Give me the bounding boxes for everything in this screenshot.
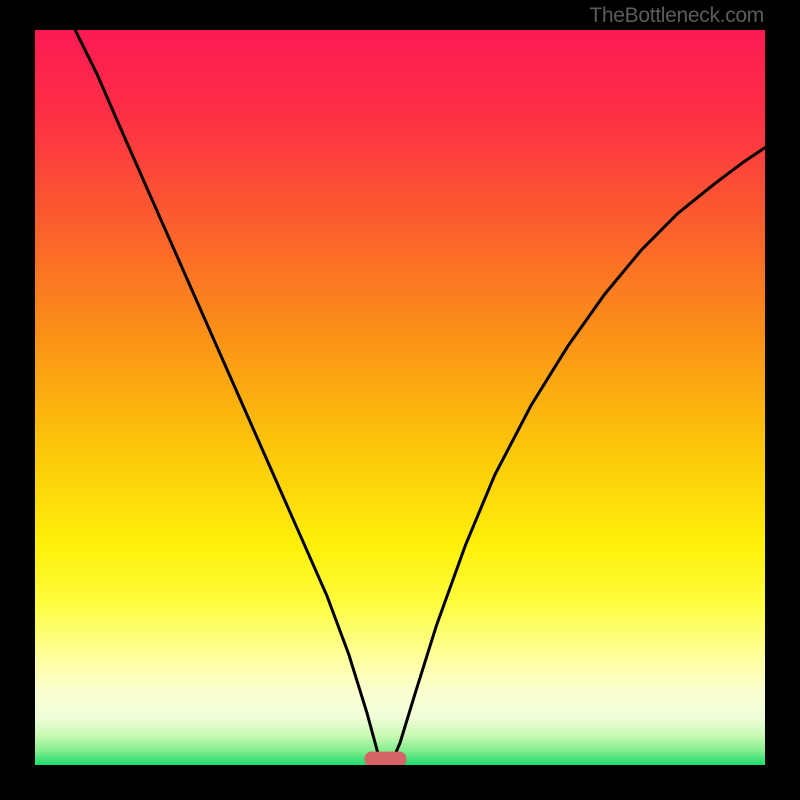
gradient-bg [35,30,765,765]
chart-svg [35,30,765,765]
plot-area [35,30,765,765]
watermark-text: TheBottleneck.com [589,4,764,28]
cusp-marker [364,752,406,765]
